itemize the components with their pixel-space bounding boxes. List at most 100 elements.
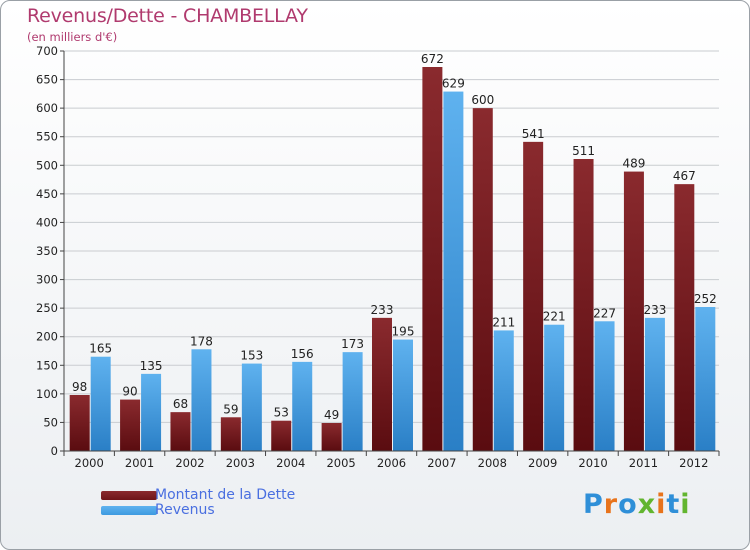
logo-letter: i [656, 489, 667, 520]
bar-revenus-2004 [292, 361, 313, 451]
data-label-revenus-2004: 156 [291, 347, 314, 361]
logo-letter: r [603, 489, 619, 520]
x-tick-label-2004: 2004 [276, 456, 305, 470]
data-label-dette-2012: 467 [673, 169, 696, 183]
legend-label-dette: Montant de la Dette [155, 487, 296, 503]
bar-revenus-2008 [493, 330, 514, 451]
y-tick-label: 350 [36, 244, 58, 258]
x-tick-label-2001: 2001 [125, 456, 154, 470]
data-label-dette-2007: 672 [421, 52, 444, 66]
bar-revenus-2002 [191, 349, 212, 451]
data-label-dette-2005: 49 [324, 408, 339, 422]
bar-revenus-2009 [544, 324, 565, 451]
data-label-dette-2006: 233 [371, 303, 394, 317]
bar-dette-2001 [120, 399, 141, 451]
data-label-revenus-2012: 252 [694, 292, 717, 306]
data-label-dette-2010: 511 [572, 144, 595, 158]
bars [69, 67, 716, 452]
bar-revenus-2007 [443, 91, 464, 452]
x-tick-label-2003: 2003 [226, 456, 255, 470]
y-tick-label: 0 [51, 444, 58, 458]
chart-title: Revenus/Dette - CHAMBELLAY [27, 5, 308, 27]
data-label-revenus-2009: 221 [543, 310, 566, 324]
y-tick-label: 450 [36, 187, 58, 201]
bar-revenus-2011 [644, 317, 665, 451]
bar-dette-2006 [372, 317, 392, 451]
legend-swatch-dette [101, 490, 157, 500]
y-tick-label: 650 [36, 73, 58, 87]
data-label-revenus-2002: 178 [190, 334, 213, 348]
bar-dette-2003 [220, 417, 241, 451]
data-label-dette-2004: 53 [274, 406, 289, 420]
data-label-revenus-2003: 153 [240, 349, 263, 363]
data-label-dette-2003: 59 [223, 402, 238, 416]
bar-revenus-2003 [241, 363, 262, 451]
bar-revenus-2005 [342, 352, 363, 451]
logo-letter: x [637, 489, 657, 520]
bar-dette-2002 [170, 412, 191, 451]
logo-letter: i [680, 489, 691, 520]
data-label-revenus-2011: 233 [643, 303, 666, 317]
legend-swatch-revenus [101, 505, 157, 515]
bar-dette-2008 [472, 108, 493, 452]
y-axis: 0 50 100 150 200 250 300 350 400 450 500 550 600 650 7… [36, 44, 65, 458]
bar-dette-2009 [523, 141, 544, 451]
data-label-dette-2008: 600 [471, 93, 494, 107]
data-label-revenus-2007: 629 [442, 77, 465, 91]
bar-revenus-2010 [594, 321, 615, 451]
data-label-revenus-2006: 195 [392, 325, 415, 339]
y-tick-label: 600 [36, 101, 58, 115]
x-tick-label-2006: 2006 [377, 456, 406, 470]
bar-dette-2000 [69, 395, 90, 451]
data-label-revenus-2008: 211 [492, 315, 515, 329]
data-label-revenus-2010: 227 [593, 306, 616, 320]
data-label-dette-2002: 68 [173, 397, 188, 411]
y-tick-label: 100 [36, 387, 58, 401]
x-tick-label-2007: 2007 [427, 456, 456, 470]
bar-dette-2010 [573, 159, 594, 451]
x-axis: 2000 2001 2002 2003 2004 2005 2006 2007 2008 2009… [63, 450, 720, 470]
y-tick-label: 50 [43, 415, 58, 429]
logo-letter: o [618, 489, 638, 520]
y-tick-label: 250 [36, 301, 58, 315]
y-tick-label: 150 [36, 358, 58, 372]
data-label-revenus-2001: 135 [140, 359, 163, 373]
x-tick-label-2002: 2002 [175, 456, 204, 470]
y-tick-label: 700 [36, 44, 58, 58]
legend-item-dette: Montant de la Dette [101, 487, 295, 503]
data-label-revenus-2005: 173 [341, 337, 364, 351]
x-tick-label-2009: 2009 [528, 456, 557, 470]
x-tick-label-2008: 2008 [478, 456, 507, 470]
bar-revenus-2006 [393, 339, 413, 451]
data-label-dette-2009: 541 [522, 127, 545, 141]
y-tick-label: 550 [36, 130, 58, 144]
bar-revenus-2000 [90, 356, 111, 451]
y-tick-label: 400 [36, 215, 58, 229]
bar-revenus-2012 [695, 307, 716, 451]
x-tick-label-2010: 2010 [578, 456, 607, 470]
logo-letter: P [583, 489, 604, 520]
bar-dette-2011 [623, 171, 644, 452]
bar-dette-2005 [321, 423, 342, 451]
y-tick-label: 200 [36, 330, 58, 344]
logo-letter: t [666, 489, 681, 520]
data-label-dette-2000: 98 [72, 380, 87, 394]
x-tick-label-2012: 2012 [679, 456, 708, 470]
bar-revenus-2001 [141, 373, 162, 451]
bar-dette-2004 [271, 420, 292, 451]
y-tick-label: 300 [36, 273, 58, 287]
y-tick-label: 500 [36, 158, 58, 172]
x-tick-label-2005: 2005 [326, 456, 355, 470]
proxiti-logo: Proxiti [583, 489, 691, 520]
data-label-revenus-2000: 165 [89, 342, 112, 356]
legend-label-revenus: Revenus [155, 502, 215, 518]
legend-item-revenus: Revenus [101, 502, 215, 518]
bar-dette-2007 [422, 67, 443, 451]
data-label-dette-2011: 489 [622, 157, 645, 171]
bar-dette-2012 [674, 184, 695, 451]
x-tick-label-2000: 2000 [75, 456, 104, 470]
x-tick-label-2011: 2011 [629, 456, 658, 470]
